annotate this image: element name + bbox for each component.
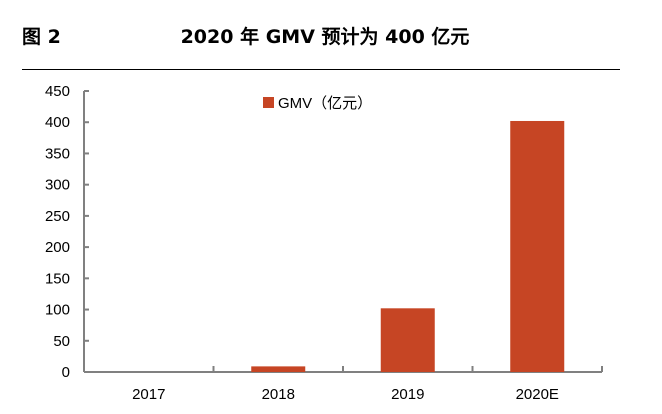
legend-label: GMV（亿元）: [278, 95, 372, 112]
y-tick-label: 200: [45, 239, 70, 256]
y-tick-label: 450: [45, 83, 70, 100]
figure-label: 图 2: [22, 26, 61, 48]
y-tick-label: 250: [45, 208, 70, 225]
y-tick-label: 150: [45, 270, 70, 287]
y-tick-label: 400: [45, 114, 70, 131]
bar: [510, 120, 565, 373]
x-tick-label: 2019: [391, 386, 424, 403]
legend-swatch: [263, 97, 274, 108]
x-tick-label: 2018: [262, 386, 295, 403]
y-tick-label: 300: [45, 177, 70, 194]
title-divider: [22, 69, 620, 70]
x-tick-label: 2020E: [516, 386, 559, 403]
x-tick-label: 2017: [132, 386, 165, 403]
y-tick-label: 50: [53, 333, 70, 350]
chart-title: 2020 年 GMV 预计为 400 亿元: [180, 26, 470, 48]
bar: [380, 308, 435, 372]
y-tick-label: 100: [45, 302, 70, 319]
bar: [251, 366, 306, 372]
y-tick-label: 350: [45, 145, 70, 162]
y-tick-label: 0: [62, 364, 70, 381]
